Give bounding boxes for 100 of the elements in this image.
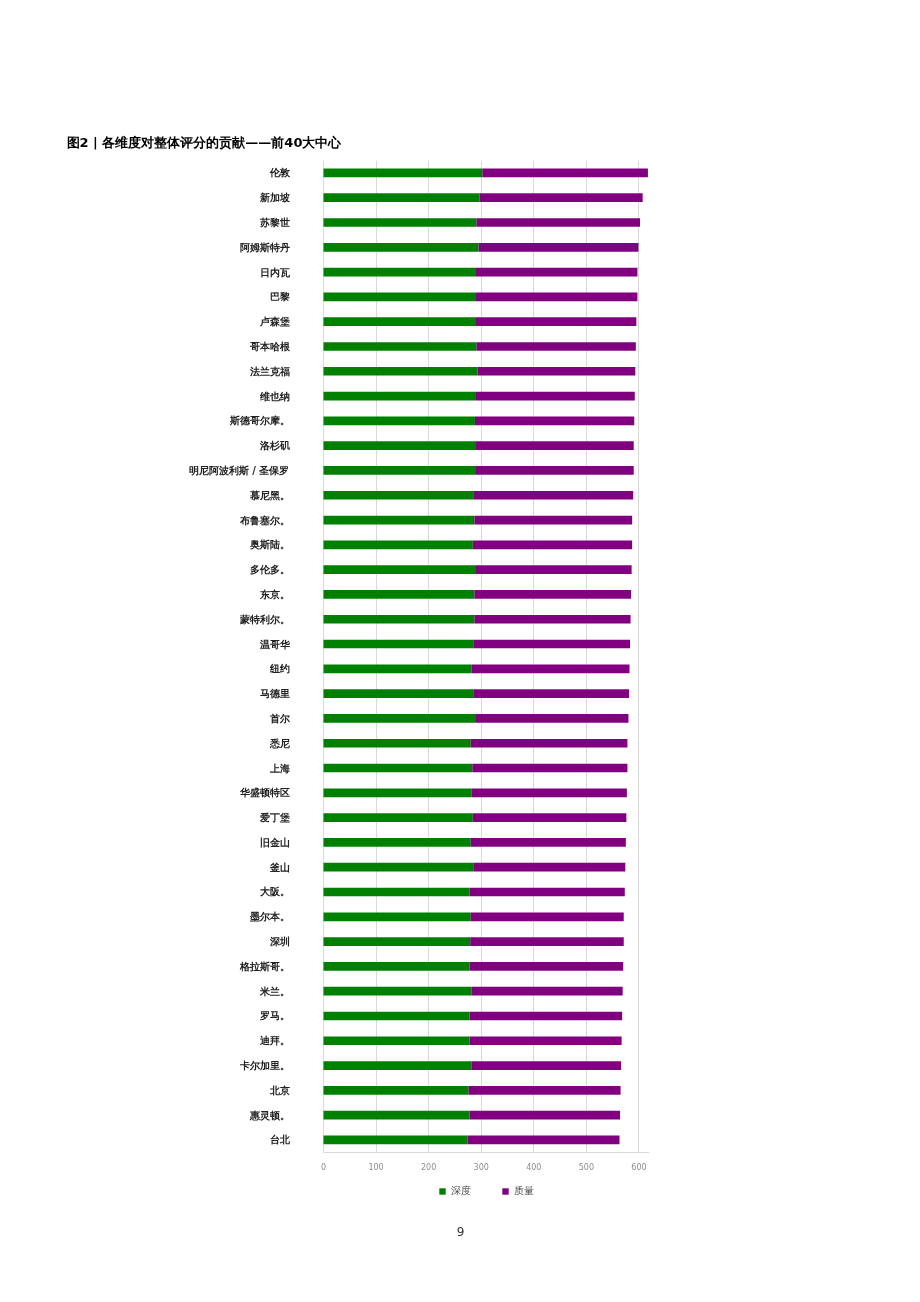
- bar: [475, 466, 634, 475]
- bar: [323, 242, 479, 252]
- bar: [475, 267, 638, 277]
- bar: [323, 391, 476, 401]
- y-tick-label: 北京: [268, 1084, 290, 1096]
- x-tick-label: 500: [578, 1163, 595, 1173]
- bar: [473, 862, 626, 872]
- y-tick-label: 纽约: [268, 663, 290, 675]
- bar: [323, 738, 471, 748]
- bar: [469, 1036, 622, 1046]
- bar: [323, 639, 474, 649]
- bar: [323, 937, 471, 946]
- bar: [323, 788, 472, 798]
- bar: [471, 664, 630, 674]
- x-tick-label: 400: [526, 1163, 542, 1173]
- bar: [476, 218, 641, 227]
- bar: [323, 912, 471, 922]
- y-tick-label: 哥本哈根: [248, 340, 291, 352]
- bar: [323, 664, 472, 674]
- bar: [479, 193, 643, 203]
- bar: [469, 887, 625, 897]
- bar: [474, 614, 631, 624]
- bar: [323, 813, 473, 822]
- bar: [323, 267, 476, 277]
- y-tick-label: 新加坡: [258, 192, 291, 204]
- bar: [482, 168, 648, 178]
- bar: [323, 540, 473, 550]
- bar: [323, 1110, 470, 1120]
- y-tick-label: 卡尔加里。: [238, 1060, 290, 1072]
- bar: [475, 441, 634, 450]
- bar: [472, 763, 628, 773]
- x-tick-label: 300: [473, 1163, 489, 1173]
- y-tick-label: 慕尼黑。: [248, 489, 290, 501]
- bar: [323, 1036, 470, 1046]
- y-tick-label: 惠灵顿。: [248, 1109, 290, 1121]
- y-tick-label: 伦敦: [268, 167, 291, 179]
- y-tick-label: 迪拜。: [258, 1035, 290, 1047]
- bar: [475, 565, 632, 574]
- bar: [323, 441, 476, 450]
- y-tick-label: 阿姆斯特丹: [239, 241, 290, 253]
- bar: [473, 490, 634, 500]
- bar: [476, 342, 636, 351]
- bar: [473, 689, 629, 698]
- y-tick-label: 台北: [269, 1134, 291, 1146]
- bar: [323, 1135, 468, 1145]
- legend-label: 深度: [451, 1184, 471, 1198]
- bar: [323, 292, 476, 302]
- bar: [475, 317, 637, 327]
- bar: [471, 986, 623, 996]
- y-tick-label: 卢森堡: [258, 316, 290, 328]
- bar: [470, 937, 624, 946]
- y-tick-label: 温哥华: [258, 638, 291, 650]
- bar: [323, 168, 483, 178]
- bar: [472, 540, 633, 550]
- y-tick-label: 旧金山: [259, 836, 290, 848]
- bar: [323, 714, 476, 723]
- y-tick-label: 维也纳: [258, 390, 290, 402]
- bar: [323, 862, 474, 872]
- bar: [475, 292, 638, 302]
- bar: [469, 962, 624, 971]
- y-tick-label: 首尔: [268, 712, 291, 724]
- bar: [323, 590, 475, 599]
- bar: [323, 317, 476, 327]
- y-tick-label: 蒙特利尔。: [238, 613, 290, 625]
- bar: [470, 738, 628, 748]
- x-tick-label: 100: [368, 1163, 384, 1173]
- bar: [323, 342, 477, 351]
- y-tick-label: 上海: [268, 762, 290, 774]
- bar: [323, 366, 478, 376]
- y-tick-label: 洛杉矶: [258, 440, 290, 452]
- y-tick-label: 明尼阿波利斯 / 圣保罗: [188, 464, 290, 476]
- y-tick-label: 苏黎世: [258, 216, 290, 228]
- bar: [472, 813, 627, 822]
- bar: [468, 1086, 621, 1095]
- bar: [323, 986, 472, 996]
- y-tick-label: 墨尔本。: [248, 911, 290, 923]
- bar: [471, 1061, 622, 1070]
- y-tick-label: 米兰。: [258, 985, 290, 997]
- y-tick-label: 巴黎: [269, 291, 290, 303]
- bar: [323, 763, 473, 773]
- y-tick-label: 日内瓦: [259, 266, 290, 278]
- bar: [474, 515, 633, 525]
- bar: [323, 614, 475, 624]
- bar: [323, 1061, 472, 1070]
- y-tick-label: 布鲁塞尔。: [238, 514, 290, 526]
- bar: [323, 565, 476, 574]
- bar: [323, 689, 474, 698]
- bar: [471, 788, 627, 798]
- bar: [470, 912, 624, 922]
- legend-label: 质量: [514, 1184, 534, 1198]
- text: 9: [456, 1225, 465, 1240]
- bar: [475, 714, 629, 723]
- bar: [323, 515, 475, 525]
- bar: [473, 639, 631, 649]
- y-tick-label: 深圳: [268, 936, 290, 948]
- bar: [470, 838, 626, 847]
- y-tick-label: 爱丁堡: [258, 812, 290, 824]
- bar: [323, 1086, 469, 1095]
- y-tick-label: 斯德哥尔摩。: [228, 415, 290, 427]
- y-tick-label: 罗马。: [258, 1010, 290, 1022]
